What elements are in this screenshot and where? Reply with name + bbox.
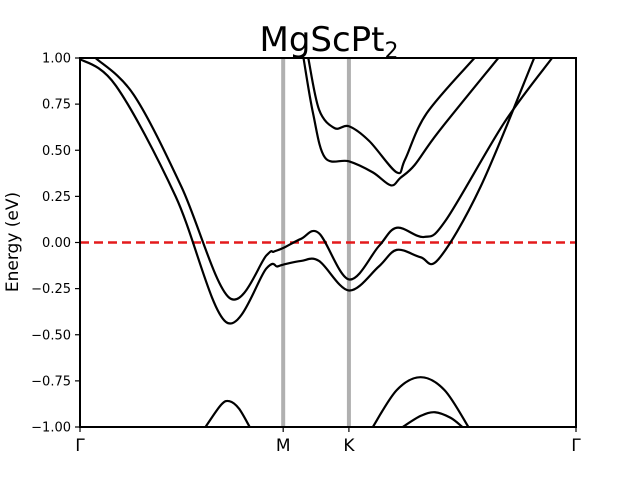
- y-tick-label: −0.75: [31, 374, 71, 389]
- y-ticks: 1.00 0.75 0.50 0.25 0.00 −0.25 −0.50 −0.75 −1.00: [31, 52, 80, 436]
- x-tick-label: K: [343, 436, 355, 456]
- band-line-2: [80, 58, 536, 325]
- band-line-4: [302, 58, 500, 187]
- band-line-6: [371, 376, 470, 427]
- x-tick-label: Γ: [75, 436, 85, 456]
- y-tick-label: 0.25: [42, 190, 71, 205]
- y-tick-label: 0.50: [42, 144, 71, 159]
- band-line-7: [402, 411, 464, 427]
- y-tick-label: −0.50: [31, 328, 71, 343]
- band-lines: [80, 58, 553, 427]
- y-tick-label: −0.25: [31, 282, 71, 297]
- y-tick-label: 0.00: [42, 236, 71, 251]
- title-subscript: 2: [385, 39, 399, 64]
- x-tick-label: Γ: [571, 436, 581, 456]
- y-tick-label: 1.00: [42, 52, 71, 67]
- y-tick-label: −1.00: [31, 421, 71, 436]
- x-tick-label: M: [276, 436, 291, 456]
- y-tick-label: 0.75: [42, 98, 71, 113]
- band-line-5: [204, 399, 251, 427]
- title-main: MgScPt: [259, 20, 384, 60]
- band-line-1: [94, 58, 553, 301]
- band-line-3: [307, 58, 476, 175]
- y-axis-label: Energy (eV): [3, 192, 23, 292]
